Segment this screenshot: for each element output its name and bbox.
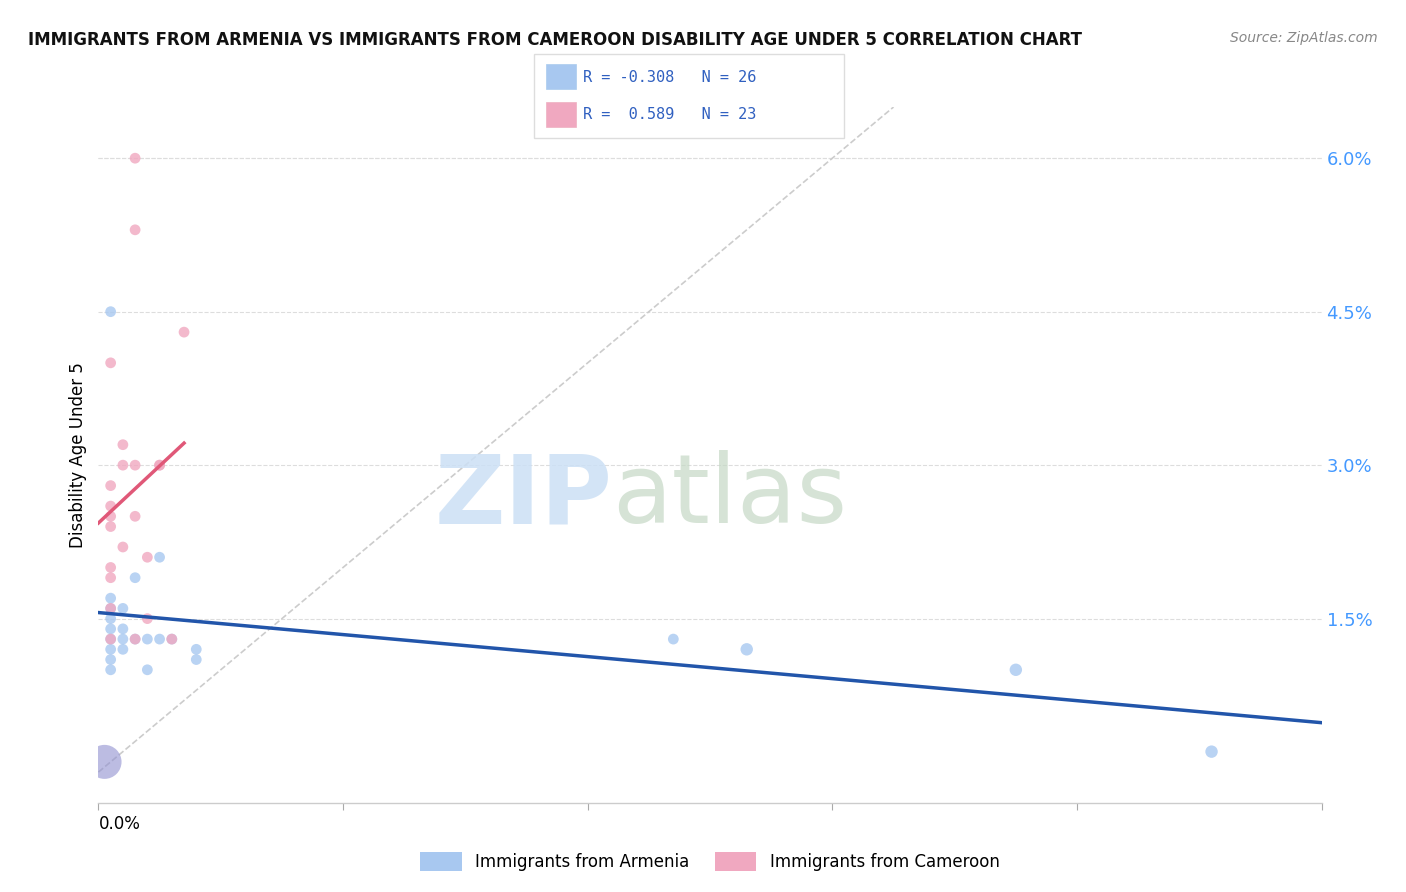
Point: [100, 632, 122, 646]
Point: [136, 550, 159, 565]
Point: [149, 550, 172, 565]
Point: [100, 499, 122, 513]
Point: [111, 458, 134, 472]
Point: [100, 509, 122, 524]
Point: [173, 325, 195, 339]
Point: [100, 601, 122, 615]
Point: [100, 560, 122, 574]
Text: Source: ZipAtlas.com: Source: ZipAtlas.com: [1230, 31, 1378, 45]
Point: [186, 652, 208, 666]
Point: [100, 478, 122, 492]
Point: [100, 652, 122, 666]
Point: [124, 223, 146, 237]
Text: ZIP: ZIP: [434, 450, 612, 543]
Point: [124, 458, 146, 472]
Point: [136, 632, 159, 646]
Text: R = -0.308   N = 26: R = -0.308 N = 26: [583, 70, 756, 85]
Point: [100, 571, 122, 585]
Point: [111, 540, 134, 554]
Point: [111, 438, 134, 452]
Point: [662, 632, 685, 646]
Point: [149, 632, 172, 646]
Point: [124, 632, 146, 646]
Point: [735, 642, 758, 657]
Point: [100, 622, 122, 636]
Point: [136, 663, 159, 677]
Point: [160, 632, 183, 646]
Point: [1201, 745, 1223, 759]
Text: 0.0%: 0.0%: [98, 815, 141, 833]
Y-axis label: Disability Age Under 5: Disability Age Under 5: [69, 362, 87, 548]
Point: [136, 612, 159, 626]
Point: [160, 632, 183, 646]
Point: [100, 304, 122, 318]
Point: [124, 571, 146, 585]
Point: [186, 642, 208, 657]
Point: [111, 642, 134, 657]
Point: [1004, 663, 1026, 677]
Point: [111, 632, 134, 646]
Point: [111, 601, 134, 615]
Point: [100, 591, 122, 606]
Point: [111, 622, 134, 636]
Point: [93, 755, 115, 769]
Point: [124, 151, 146, 165]
Point: [124, 632, 146, 646]
Point: [100, 663, 122, 677]
Point: [100, 601, 122, 615]
Text: R =  0.589   N = 23: R = 0.589 N = 23: [583, 107, 756, 121]
Point: [100, 632, 122, 646]
Point: [149, 458, 172, 472]
Point: [100, 519, 122, 533]
Point: [100, 356, 122, 370]
Point: [100, 642, 122, 657]
Text: atlas: atlas: [612, 450, 848, 543]
Text: IMMIGRANTS FROM ARMENIA VS IMMIGRANTS FROM CAMEROON DISABILITY AGE UNDER 5 CORRE: IMMIGRANTS FROM ARMENIA VS IMMIGRANTS FR…: [28, 31, 1083, 49]
Point: [100, 612, 122, 626]
Point: [124, 509, 146, 524]
Legend: Immigrants from Armenia, Immigrants from Cameroon: Immigrants from Armenia, Immigrants from…: [413, 846, 1007, 878]
Point: [149, 458, 172, 472]
